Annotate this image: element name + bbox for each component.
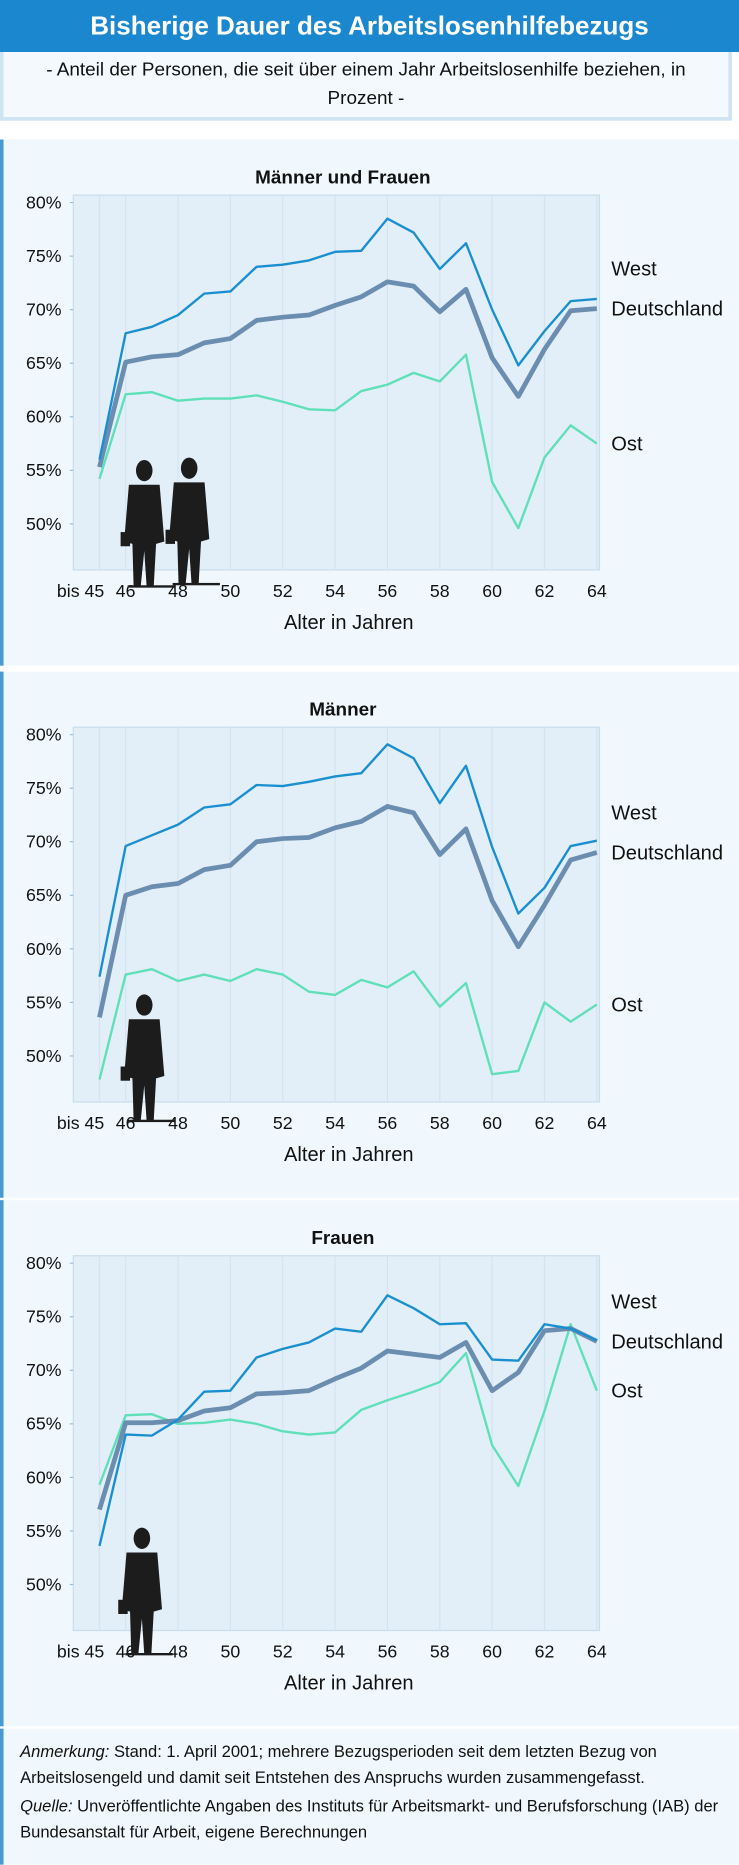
y-tick-label: 65% (26, 885, 62, 905)
y-tick-label: 70% (26, 1360, 62, 1380)
legend-label: West (611, 1291, 657, 1313)
x-tick-label: 60 (482, 1113, 502, 1133)
x-tick-label: 48 (168, 1113, 188, 1133)
legend-label: Ost (611, 1381, 643, 1403)
infographic: Bisherige Dauer des Arbeitslosenhilfebez… (0, 0, 739, 1865)
y-tick-label: 75% (26, 246, 62, 266)
x-tick-label: 54 (325, 1113, 345, 1133)
legend-label: Deutschland (611, 299, 723, 321)
x-tick-label: bis 45 (57, 1113, 104, 1133)
footer: Anmerkung: Stand: 1. April 2001; mehrere… (0, 1729, 739, 1865)
x-tick-label: 56 (378, 1113, 398, 1133)
legend-label: Deutschland (611, 1331, 723, 1353)
x-tick-label: 64 (587, 1642, 607, 1662)
x-tick-label: 58 (430, 1642, 450, 1662)
y-tick-label: 75% (26, 1307, 62, 1327)
y-tick-label: 50% (26, 1574, 62, 1594)
x-tick-label: 54 (325, 581, 345, 601)
note-label: Anmerkung: (20, 1742, 109, 1761)
x-tick-label: 46 (116, 581, 136, 601)
chart-title: Frauen (311, 1228, 374, 1249)
x-tick-label: 64 (587, 1113, 607, 1133)
x-tick-label: 50 (221, 1642, 241, 1662)
legend-label: Deutschland (611, 843, 723, 865)
legend-label: West (611, 259, 657, 281)
x-tick-label: 60 (482, 1642, 502, 1662)
x-tick-label: 58 (430, 1113, 450, 1133)
source-text: Unveröffentlichte Angaben des Instituts … (20, 1796, 718, 1841)
x-axis-title: Alter in Jahren (284, 1144, 414, 1166)
source: Quelle: Unveröffentlichte Angaben des In… (20, 1793, 727, 1845)
x-tick-label: 46 (116, 1113, 136, 1133)
x-tick-label: bis 45 (57, 581, 104, 601)
legend-label: West (611, 802, 657, 824)
x-tick-label: 48 (168, 1642, 188, 1662)
y-tick-label: 55% (26, 460, 62, 480)
x-tick-label: 62 (535, 1642, 555, 1662)
y-tick-label: 55% (26, 992, 62, 1012)
chart-panel: Männer und Frauen 50% 55% 60% 65% 70% 75% 80% bi… (0, 140, 739, 666)
y-tick-label: 80% (26, 193, 62, 213)
y-tick-label: 75% (26, 778, 62, 798)
x-tick-label: 54 (325, 1642, 345, 1662)
page: {"header":{"title":"Bisherige Dauer des … (0, 0, 739, 1865)
y-tick-label: 70% (26, 300, 62, 320)
y-tick-label: 50% (26, 514, 62, 534)
y-tick-label: 80% (26, 725, 62, 745)
chart-title: Männer (309, 699, 377, 720)
x-tick-label: 52 (273, 1642, 293, 1662)
line-chart: Männer 50% 55% 60% 65% 70% 75% 80% bis 45 46 48 50 5… (0, 672, 739, 1198)
y-tick-label: 70% (26, 832, 62, 852)
x-tick-label: 50 (221, 1113, 241, 1133)
x-tick-label: bis 45 (57, 1642, 104, 1662)
x-tick-label: 62 (535, 1113, 555, 1133)
y-tick-label: 60% (26, 1467, 62, 1487)
x-axis-title: Alter in Jahren (284, 612, 414, 634)
x-tick-label: 58 (430, 581, 450, 601)
subtitle: - Anteil der Personen, die seit über ein… (0, 52, 732, 121)
y-tick-label: 60% (26, 939, 62, 959)
source-label: Quelle: (20, 1796, 72, 1815)
x-tick-label: 60 (482, 581, 502, 601)
chart-title: Männer und Frauen (255, 167, 430, 188)
title: Bisherige Dauer des Arbeitslosenhilfebez… (0, 0, 739, 52)
y-tick-label: 50% (26, 1046, 62, 1066)
x-tick-label: 56 (378, 1642, 398, 1662)
y-tick-label: 60% (26, 407, 62, 427)
y-tick-label: 55% (26, 1521, 62, 1541)
y-tick-label: 65% (26, 1414, 62, 1434)
y-tick-label: 65% (26, 353, 62, 373)
x-tick-label: 52 (273, 1113, 293, 1133)
x-tick-label: 52 (273, 581, 293, 601)
legend-label: Ost (611, 434, 643, 456)
x-tick-label: 50 (221, 581, 241, 601)
legend-label: Ost (611, 995, 643, 1017)
x-axis-title: Alter in Jahren (284, 1673, 414, 1695)
x-tick-label: 64 (587, 581, 607, 601)
note-text: Stand: 1. April 2001; mehrere Bezugsperi… (20, 1742, 657, 1787)
y-tick-label: 80% (26, 1253, 62, 1273)
line-chart: Männer und Frauen 50% 55% 60% 65% 70% 75% 80% bi… (0, 140, 739, 666)
note: Anmerkung: Stand: 1. April 2001; mehrere… (20, 1738, 727, 1790)
x-tick-label: 56 (378, 581, 398, 601)
x-tick-label: 62 (535, 581, 555, 601)
chart-panel: Männer 50% 55% 60% 65% 70% 75% 80% bis 45 46 48 50 5… (0, 672, 739, 1198)
